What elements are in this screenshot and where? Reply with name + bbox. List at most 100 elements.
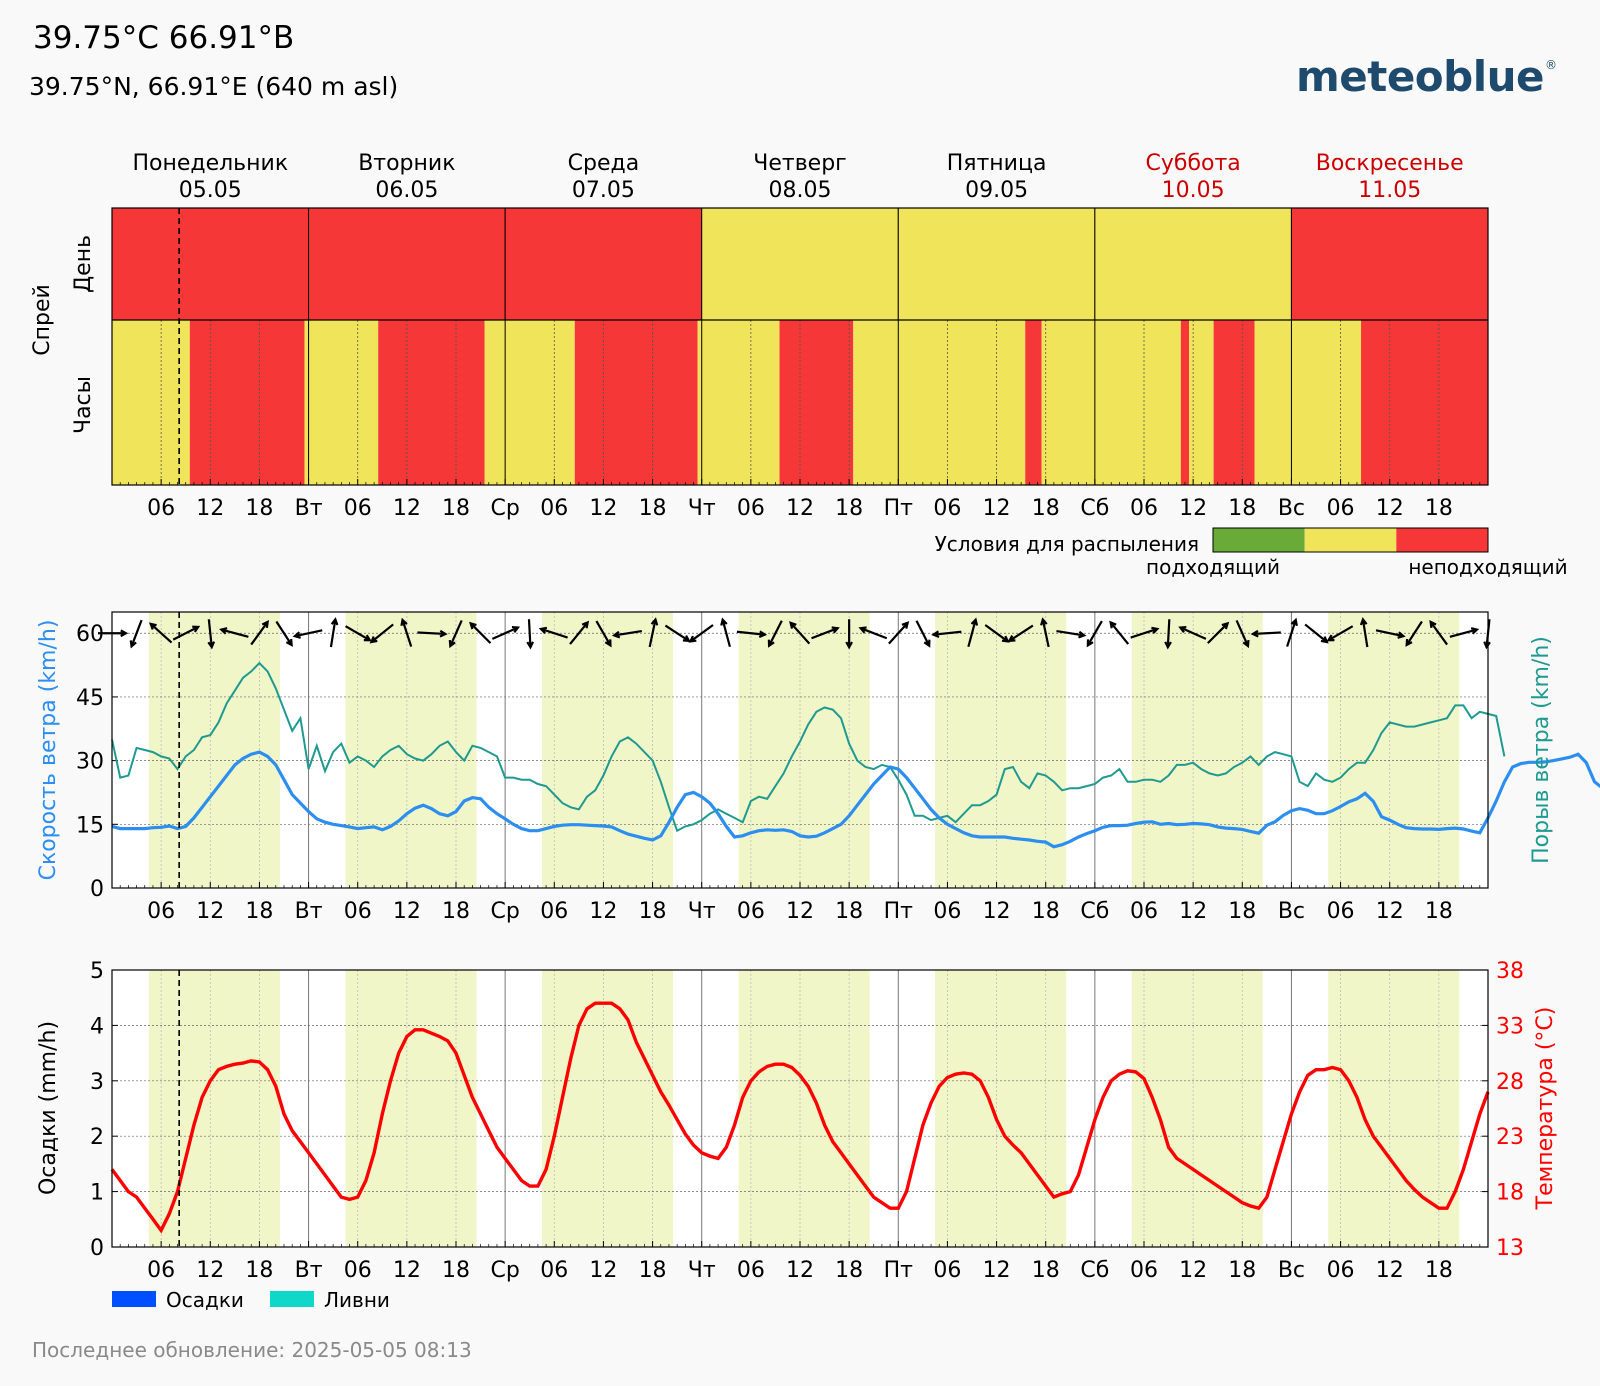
wind-direction-arrow: [172, 625, 201, 641]
wind-direction-arrow: [1109, 620, 1130, 645]
x-tick-label: Чт: [688, 496, 716, 521]
wind-direction-arrow: [250, 620, 270, 646]
x-tick-label: 12: [196, 496, 224, 521]
x-tick-label: Чт: [688, 1258, 716, 1283]
day-rating-cell: [897, 207, 1096, 321]
x-tick-label: 18: [1425, 496, 1453, 521]
hour-rating-cell: [779, 320, 854, 485]
x-tick-label: Чт: [688, 899, 716, 924]
x-tick-label: 06: [1130, 496, 1158, 521]
x-tick-label: 12: [196, 899, 224, 924]
legend-label-precipitation: Осадки: [166, 1288, 244, 1312]
wind-direction-arrow: [1286, 617, 1298, 647]
wind-direction-arrow: [1375, 629, 1406, 639]
day-name-label: Суббота: [1146, 151, 1241, 176]
wind-speed-line: [111, 750, 1600, 849]
wind-gust-axis-label: Порыв ветра (km/h): [1529, 636, 1554, 864]
spray-axis-label: Спрей: [30, 284, 55, 356]
day-rating-cell: [111, 207, 310, 321]
wind-direction-arrow: [538, 626, 568, 639]
wind-direction-arrow: [329, 617, 339, 648]
wind-direction-arrow: [888, 621, 910, 645]
logo-text: meteoblue: [1296, 52, 1545, 101]
x-tick-label: Ср: [490, 1258, 519, 1283]
x-tick-label: 12: [1179, 1258, 1207, 1283]
x-tick-label: Ср: [490, 496, 519, 521]
wind-direction-arrow: [1007, 624, 1034, 643]
hour-rating-cell: [1041, 320, 1181, 485]
x-tick-label: 06: [540, 496, 568, 521]
hour-rating-cell: [1025, 320, 1042, 485]
legend-low-label: подходящий: [1146, 555, 1280, 579]
wind-direction-arrow: [469, 621, 492, 644]
wind-direction-arrow: [1164, 619, 1172, 650]
hour-rating-cell: [1189, 320, 1214, 485]
x-tick-label: Сб: [1080, 1258, 1109, 1283]
x-tick-label: 12: [786, 1258, 814, 1283]
meteoblue-logo[interactable]: meteoblue®: [1296, 52, 1557, 101]
x-tick-label: 12: [1376, 1258, 1404, 1283]
y-tick-label: 45: [76, 686, 104, 711]
y-tick-label: 1: [90, 1181, 104, 1206]
x-tick-label: Вт: [295, 496, 323, 521]
x-tick-label: 06: [540, 1258, 568, 1283]
hour-rating-cell: [189, 320, 305, 485]
y-tick-label: 2: [90, 1125, 104, 1150]
x-tick-label: 18: [1425, 1258, 1453, 1283]
day-rating-cell: [701, 207, 899, 321]
x-tick-label: Ср: [490, 899, 519, 924]
x-tick-label: 12: [1376, 496, 1404, 521]
wind-direction-arrow: [1449, 627, 1480, 638]
day-name-label: Воскресенье: [1316, 151, 1464, 176]
x-tick-label: 12: [786, 496, 814, 521]
x-tick-label: 06: [147, 496, 175, 521]
day-band: [345, 612, 477, 888]
x-tick-label: 12: [1376, 899, 1404, 924]
x-tick-label: 06: [933, 899, 961, 924]
wind-direction-arrow: [1359, 617, 1369, 648]
spray-legend-title: Условия для распыления: [935, 532, 1199, 556]
x-tick-label: Вс: [1278, 899, 1305, 924]
x-tick-label: 12: [589, 496, 617, 521]
day-date-label: 11.05: [1358, 178, 1421, 203]
wind-direction-arrow: [129, 619, 143, 649]
x-tick-label: Пт: [884, 899, 914, 924]
x-tick-label: Пт: [884, 496, 914, 521]
y-right-tick-label: 38: [1496, 959, 1524, 984]
wind-direction-arrow: [648, 617, 659, 648]
wind-direction-arrow: [292, 629, 323, 639]
day-band: [935, 612, 1067, 888]
day-name-label: Пятница: [947, 151, 1047, 176]
wind-direction-arrow: [720, 617, 731, 648]
wind-speed-axis-label: Скорость ветра (km/h): [36, 620, 61, 881]
hour-rating-cell: [378, 320, 485, 485]
x-tick-label: Вс: [1278, 1258, 1305, 1283]
row-label-hours: Часы: [71, 376, 96, 434]
hour-rating-cell: [697, 320, 780, 485]
day-band: [935, 970, 1067, 1247]
x-tick-label: 12: [786, 899, 814, 924]
x-tick-label: 06: [1327, 1258, 1355, 1283]
location-subtitle: 39.75°N, 66.91°E (640 m asl): [29, 72, 399, 101]
x-tick-label: Вт: [295, 899, 323, 924]
wind-direction-arrow: [664, 624, 691, 643]
day-band: [1131, 970, 1263, 1247]
x-tick-label: 18: [639, 1258, 667, 1283]
x-tick-label: 06: [344, 496, 372, 521]
wind-direction-arrow: [1130, 626, 1160, 639]
y-right-tick-label: 28: [1496, 1070, 1524, 1095]
wind-gust-line: [111, 661, 1506, 833]
last-update-text: Последнее обновление: 2025-05-05 08:13: [32, 1338, 472, 1362]
x-tick-label: 18: [1425, 899, 1453, 924]
day-band: [542, 612, 674, 888]
x-tick-label: 18: [1032, 1258, 1060, 1283]
x-tick-label: Сб: [1080, 496, 1109, 521]
x-tick-label: 06: [1130, 899, 1158, 924]
y-tick-label: 15: [76, 813, 104, 838]
x-tick-label: 06: [933, 496, 961, 521]
hour-rating-cell: [1180, 320, 1190, 485]
y-right-tick-label: 13: [1496, 1236, 1524, 1261]
day-band: [542, 970, 674, 1247]
x-tick-label: 12: [1179, 899, 1207, 924]
x-tick-label: Пт: [884, 1258, 914, 1283]
